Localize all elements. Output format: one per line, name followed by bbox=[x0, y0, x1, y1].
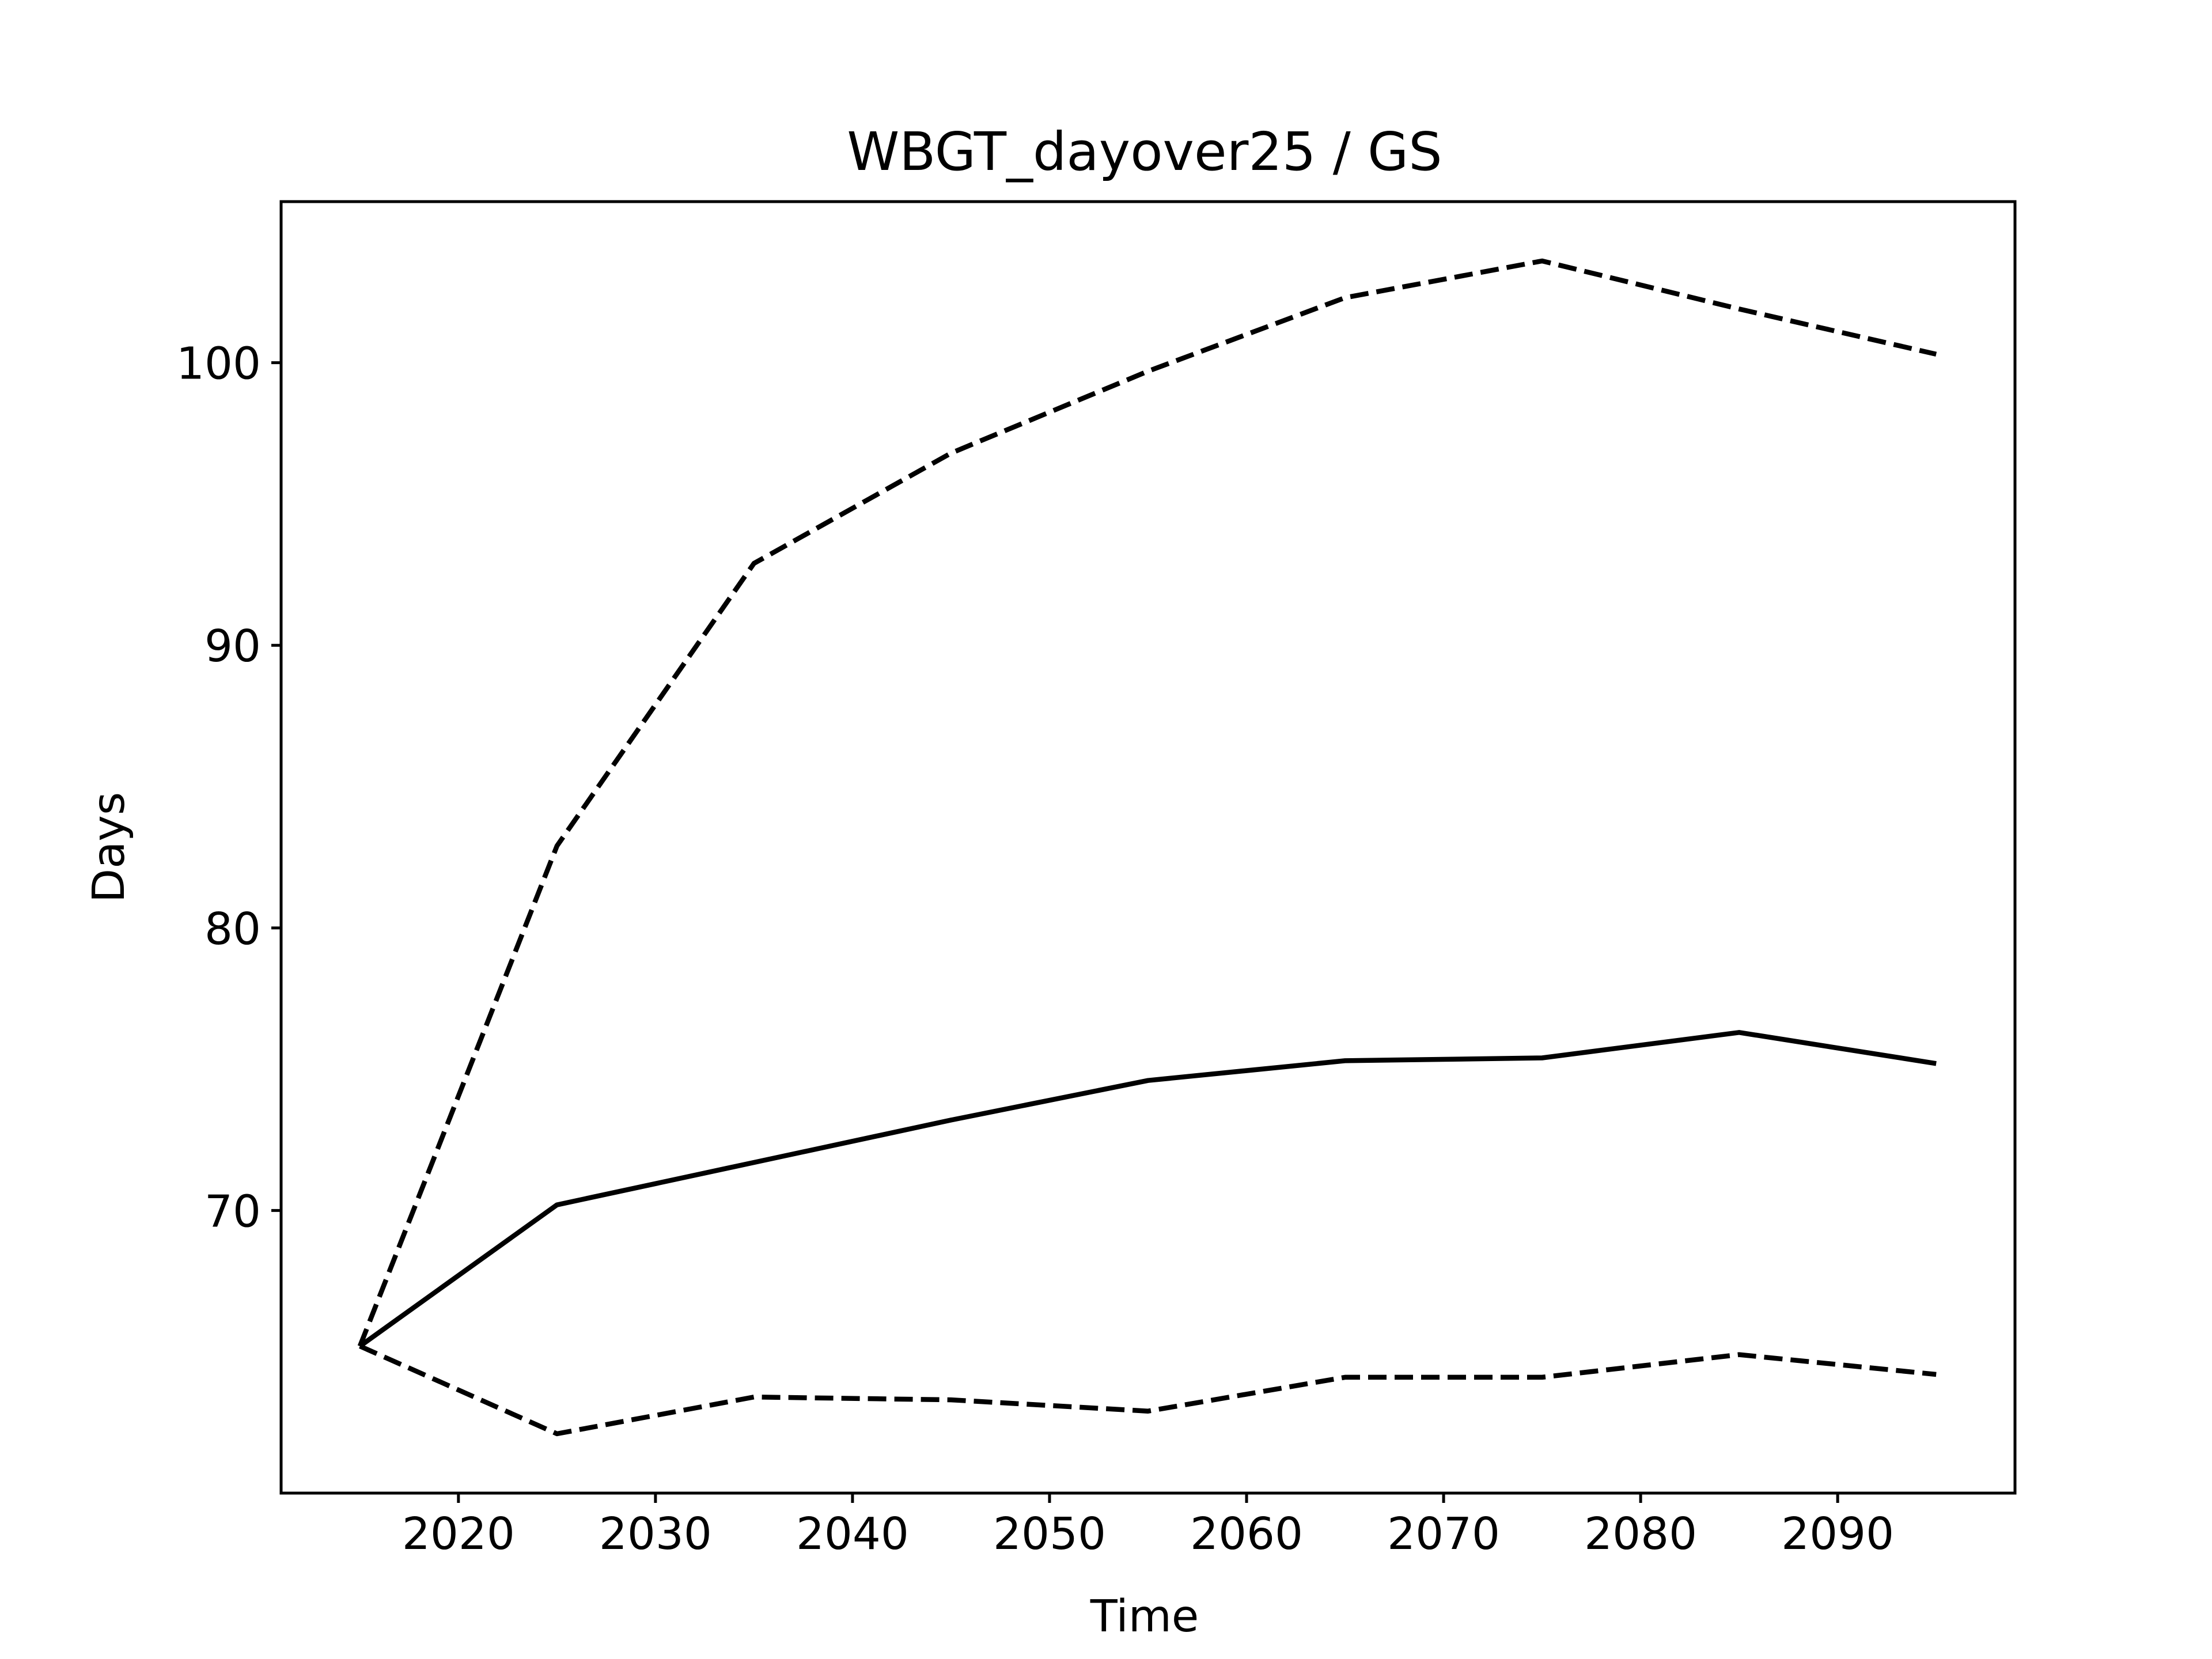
x-tick-label: 2040 bbox=[796, 1509, 909, 1560]
x-axis-ticks: 2020 2030 2040 2050 2060 2070 2080 2090 bbox=[402, 1493, 1894, 1560]
series-line-3 bbox=[359, 1344, 1937, 1437]
series-line-2 bbox=[358, 1030, 1937, 1349]
x-tick-label: 2030 bbox=[599, 1509, 712, 1560]
y-axis-ticks: 70 80 90 100 bbox=[176, 339, 281, 1237]
y-axis-label: Days bbox=[84, 792, 135, 903]
x-tick-label: 2070 bbox=[1387, 1509, 1500, 1560]
x-tick-label: 2060 bbox=[1190, 1509, 1303, 1560]
x-tick-label: 2080 bbox=[1584, 1509, 1697, 1560]
plot-area-frame bbox=[279, 200, 2017, 1495]
series-line-1 bbox=[357, 258, 1937, 1347]
x-tick-label: 2050 bbox=[993, 1509, 1106, 1560]
y-tick-label: 90 bbox=[204, 621, 261, 672]
x-tick-label: 2020 bbox=[402, 1509, 515, 1560]
y-tick-label: 70 bbox=[204, 1186, 261, 1237]
chart-title: WBGT_dayover25 / GS bbox=[847, 121, 1442, 183]
y-tick-label: 100 bbox=[176, 339, 261, 390]
y-tick-label: 80 bbox=[204, 904, 261, 955]
x-axis-label: Time bbox=[1090, 1591, 1199, 1642]
x-tick-label: 2090 bbox=[1781, 1509, 1894, 1560]
series-layer bbox=[357, 258, 1937, 1437]
